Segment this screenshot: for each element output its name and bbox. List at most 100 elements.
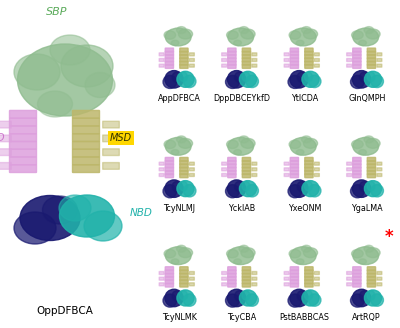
FancyBboxPatch shape — [242, 267, 250, 271]
FancyBboxPatch shape — [347, 162, 352, 165]
Ellipse shape — [364, 27, 374, 33]
Ellipse shape — [353, 137, 378, 155]
FancyBboxPatch shape — [347, 58, 352, 61]
FancyBboxPatch shape — [252, 53, 257, 56]
FancyBboxPatch shape — [180, 277, 188, 280]
Ellipse shape — [240, 290, 256, 306]
FancyBboxPatch shape — [252, 58, 257, 61]
Ellipse shape — [176, 245, 186, 252]
FancyBboxPatch shape — [222, 53, 227, 56]
FancyBboxPatch shape — [314, 162, 319, 165]
Ellipse shape — [360, 72, 369, 82]
Ellipse shape — [360, 181, 369, 192]
FancyBboxPatch shape — [189, 272, 194, 275]
FancyBboxPatch shape — [165, 267, 174, 271]
FancyBboxPatch shape — [290, 164, 298, 168]
FancyBboxPatch shape — [189, 58, 194, 61]
FancyBboxPatch shape — [305, 65, 313, 68]
FancyBboxPatch shape — [353, 164, 361, 168]
FancyBboxPatch shape — [189, 64, 194, 67]
Text: YtlCDA: YtlCDA — [291, 94, 318, 103]
Ellipse shape — [165, 247, 191, 265]
Ellipse shape — [304, 181, 312, 191]
FancyBboxPatch shape — [72, 126, 100, 134]
FancyBboxPatch shape — [10, 157, 36, 165]
Ellipse shape — [352, 289, 371, 307]
Ellipse shape — [227, 289, 246, 307]
FancyBboxPatch shape — [72, 157, 100, 165]
FancyBboxPatch shape — [10, 111, 36, 118]
Text: YgaLMA: YgaLMA — [351, 204, 382, 213]
FancyBboxPatch shape — [180, 174, 188, 178]
Text: ArtRQP: ArtRQP — [352, 313, 381, 322]
FancyBboxPatch shape — [180, 273, 188, 277]
Ellipse shape — [288, 185, 302, 198]
FancyBboxPatch shape — [180, 280, 188, 284]
FancyBboxPatch shape — [165, 161, 174, 165]
FancyBboxPatch shape — [189, 53, 194, 56]
Ellipse shape — [85, 72, 115, 97]
Ellipse shape — [50, 35, 90, 65]
FancyBboxPatch shape — [314, 272, 319, 275]
Ellipse shape — [242, 72, 250, 81]
Ellipse shape — [171, 259, 179, 264]
FancyBboxPatch shape — [284, 174, 289, 176]
FancyBboxPatch shape — [242, 174, 250, 178]
Text: TcyNLMJ: TcyNLMJ — [163, 204, 195, 213]
FancyBboxPatch shape — [367, 280, 376, 284]
Ellipse shape — [289, 31, 301, 39]
Ellipse shape — [302, 245, 311, 252]
FancyBboxPatch shape — [367, 283, 376, 287]
FancyBboxPatch shape — [290, 161, 298, 165]
FancyBboxPatch shape — [290, 157, 298, 161]
FancyBboxPatch shape — [305, 61, 313, 65]
FancyBboxPatch shape — [103, 149, 119, 155]
FancyBboxPatch shape — [228, 61, 236, 65]
FancyBboxPatch shape — [377, 272, 382, 275]
FancyBboxPatch shape — [228, 65, 236, 68]
FancyBboxPatch shape — [165, 51, 174, 55]
FancyBboxPatch shape — [228, 161, 236, 165]
FancyBboxPatch shape — [377, 162, 382, 165]
Ellipse shape — [240, 71, 256, 87]
FancyBboxPatch shape — [180, 171, 188, 174]
Ellipse shape — [350, 294, 364, 307]
FancyBboxPatch shape — [242, 161, 250, 165]
FancyBboxPatch shape — [0, 121, 11, 128]
FancyBboxPatch shape — [228, 157, 236, 161]
FancyBboxPatch shape — [103, 135, 119, 142]
Ellipse shape — [308, 75, 321, 88]
Ellipse shape — [304, 72, 312, 81]
Ellipse shape — [227, 180, 246, 197]
Ellipse shape — [289, 250, 301, 258]
Ellipse shape — [172, 72, 181, 82]
FancyBboxPatch shape — [72, 111, 100, 118]
FancyBboxPatch shape — [290, 283, 298, 287]
Ellipse shape — [350, 185, 364, 198]
Ellipse shape — [164, 140, 176, 149]
FancyBboxPatch shape — [367, 277, 376, 280]
FancyBboxPatch shape — [180, 61, 188, 65]
FancyBboxPatch shape — [305, 51, 313, 55]
FancyBboxPatch shape — [222, 174, 227, 176]
FancyBboxPatch shape — [180, 164, 188, 168]
Ellipse shape — [42, 196, 78, 224]
FancyBboxPatch shape — [353, 48, 361, 52]
FancyBboxPatch shape — [353, 161, 361, 165]
Ellipse shape — [304, 248, 318, 257]
FancyBboxPatch shape — [347, 277, 352, 280]
FancyBboxPatch shape — [284, 277, 289, 280]
Ellipse shape — [371, 75, 384, 88]
FancyBboxPatch shape — [305, 167, 313, 171]
FancyBboxPatch shape — [165, 277, 174, 280]
Ellipse shape — [366, 138, 380, 148]
FancyBboxPatch shape — [165, 283, 174, 287]
Ellipse shape — [241, 29, 255, 39]
Ellipse shape — [308, 294, 321, 306]
Ellipse shape — [239, 245, 249, 252]
FancyBboxPatch shape — [180, 51, 188, 55]
Ellipse shape — [84, 211, 122, 241]
Ellipse shape — [14, 54, 60, 90]
Ellipse shape — [172, 291, 181, 301]
Ellipse shape — [366, 248, 380, 257]
